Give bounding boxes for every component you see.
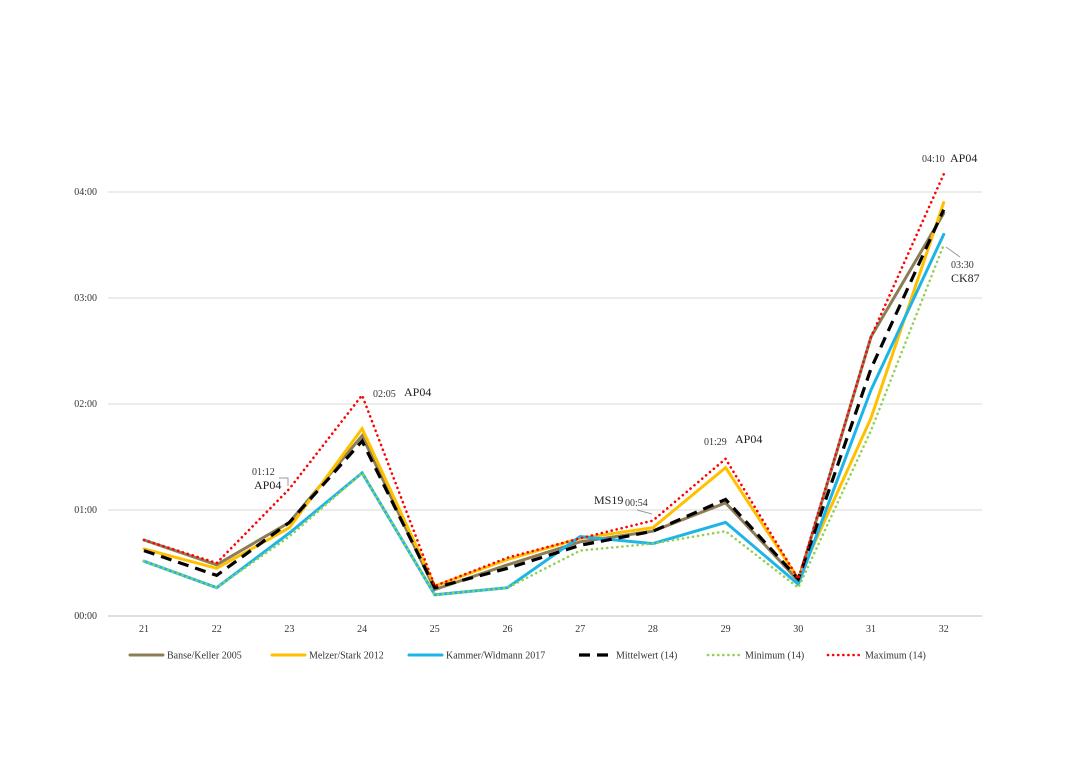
annotation-code-29: AP04: [735, 432, 762, 446]
x-tick-label: 21: [139, 624, 149, 635]
x-tick-label: 30: [793, 624, 803, 635]
annotation-code-23: AP04: [254, 478, 281, 492]
legend-label: Banse/Keller 2005: [167, 651, 242, 662]
x-tick-label: 25: [430, 624, 440, 635]
annotation-leader-28: [636, 509, 653, 515]
annotation-time-24: 02:05: [373, 389, 396, 400]
annotations: 01:12 AP04 02:05 AP04 MS19 00:54 01:29 A…: [252, 151, 980, 515]
annotation-leader-32: [945, 246, 961, 258]
series-lines: [142, 173, 946, 597]
x-tick-label: 27: [575, 624, 585, 635]
annotation-code-32-min: CK87: [951, 271, 980, 285]
series-line-maximum-14: [142, 173, 946, 588]
x-tick-label: 29: [721, 624, 731, 635]
series-line-minimum-14: [142, 243, 946, 597]
series-line-melzer-stark-2012: [142, 201, 946, 588]
series-line-kammer-widmann-2017: [142, 232, 946, 597]
y-tick-label: 02:00: [74, 399, 97, 410]
y-tick-label: 03:00: [74, 293, 97, 304]
annotation-time-29: 01:29: [704, 437, 727, 448]
x-tick-label: 28: [648, 624, 658, 635]
gridlines: [108, 191, 982, 617]
series-line-banse-keller-2005: [142, 211, 946, 592]
annotation-leader-23: [279, 477, 289, 486]
x-tick-label: 31: [866, 624, 876, 635]
y-tick-label: 01:00: [74, 505, 97, 516]
annotation-time-32-min: 03:30: [951, 260, 974, 271]
x-tick-label: 23: [284, 624, 294, 635]
legend-label: Minimum (14): [745, 651, 804, 662]
annotation-time-23: 01:12: [252, 467, 275, 478]
legend: Banse/Keller 2005 Melzer/Stark 2012 Kammer…: [128, 651, 926, 662]
legend-label: Mittelwert (14): [616, 651, 677, 662]
legend-label: Maximum (14): [865, 651, 926, 662]
series-line-mittelwert-14: [143, 209, 946, 590]
y-tick-label: 04:00: [74, 187, 97, 198]
annotation-time-28: 00:54: [625, 498, 648, 509]
x-tick-label: 32: [939, 624, 949, 635]
annotation-code-28: MS19: [594, 493, 623, 507]
x-tick-label: 22: [212, 624, 222, 635]
legend-label: Melzer/Stark 2012: [309, 651, 384, 662]
x-axis-ticks: 21 22 23 24 25 26 27 28 29 30 31 32: [139, 624, 949, 635]
annotation-time-32-max: 04:10: [922, 154, 945, 165]
legend-label: Kammer/Widmann 2017: [446, 651, 545, 662]
x-tick-label: 26: [503, 624, 513, 635]
y-axis-ticks: 00:00 01:00 02:00 03:00 04:00: [74, 187, 97, 622]
x-tick-label: 24: [357, 624, 367, 635]
annotation-code-24: AP04: [404, 385, 431, 399]
y-tick-label: 00:00: [74, 611, 97, 622]
annotation-code-32-max: AP04: [950, 151, 977, 165]
